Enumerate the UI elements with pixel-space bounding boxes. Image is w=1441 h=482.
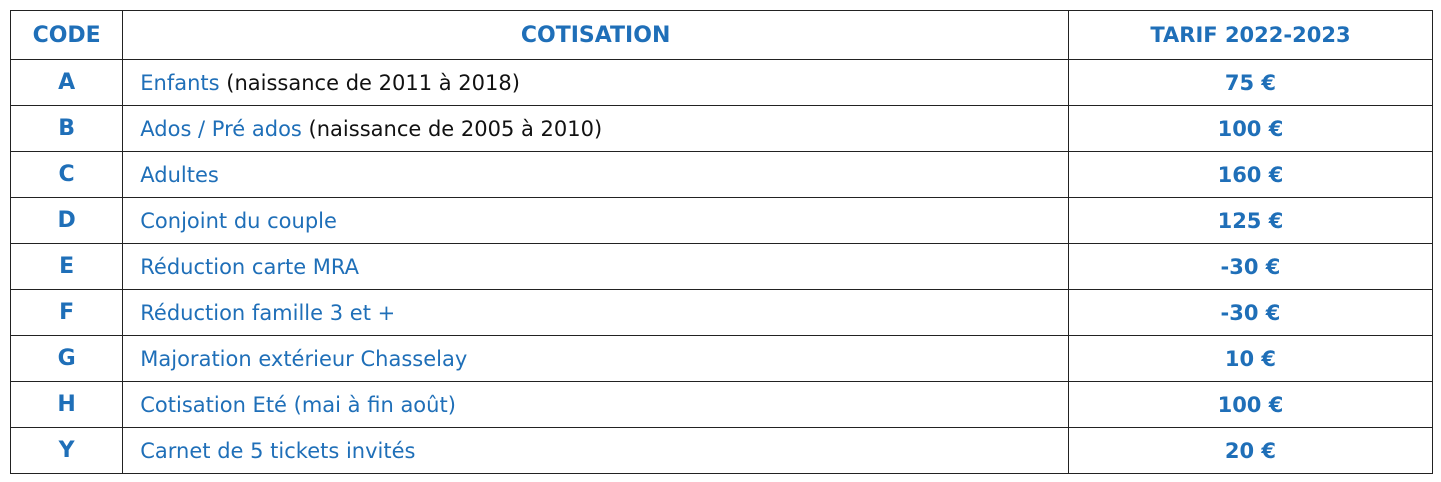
- cotisation-detail: (naissance de 2011 à 2018): [226, 70, 520, 95]
- row: E Réduction carte MRA -30 €: [9, 243, 1434, 290]
- row: A Enfants (naissance de 2011 à 2018) 75 €: [9, 59, 1434, 106]
- header-cell: CODE: [9, 10, 124, 60]
- cotisation-label: Cotisation Eté (mai à fin août): [140, 392, 456, 417]
- row: Y Carnet de 5 tickets invités 20 €: [9, 427, 1434, 474]
- tarif-cell: 10 €: [1067, 335, 1434, 382]
- code-cell: A: [9, 59, 124, 106]
- tarif-cell: 20 €: [1067, 427, 1434, 474]
- row: H Cotisation Eté (mai à fin août) 100 €: [9, 381, 1434, 428]
- cotisation-label: Majoration extérieur Chasselay: [140, 346, 468, 371]
- cotisation-cell: Ados / Pré ados (naissance de 2005 à 201…: [122, 105, 1069, 152]
- tarif-cell: -30 €: [1067, 289, 1434, 336]
- row: B Ados / Pré ados (naissance de 2005 à 20…: [9, 105, 1434, 152]
- row: G Majoration extérieur Chasselay 10 €: [9, 335, 1434, 382]
- tarif-cell: 125 €: [1067, 197, 1434, 244]
- code-cell: Y: [9, 427, 124, 474]
- row: C Adultes 160 €: [9, 151, 1434, 198]
- tarif-cell: 75 €: [1067, 59, 1434, 106]
- cotisation-label: Ados / Pré ados: [140, 116, 302, 141]
- tariff-table: CODE COTISATION TARIF 2022-2023 A Enfants…: [9, 10, 1434, 474]
- cotisation-cell: Cotisation Eté (mai à fin août): [122, 381, 1069, 428]
- cotisation-cell: Enfants (naissance de 2011 à 2018): [122, 59, 1069, 106]
- code-cell: E: [9, 243, 124, 290]
- tarif-cell: 160 €: [1067, 151, 1434, 198]
- cotisation-label: Réduction carte MRA: [140, 254, 360, 279]
- tarif-cell: 100 €: [1067, 381, 1434, 428]
- cotisation-label: Carnet de 5 tickets invités: [140, 438, 416, 463]
- cotisation-label: Enfants: [140, 70, 220, 95]
- row: D Conjoint du couple 125 €: [9, 197, 1434, 244]
- code-cell: C: [9, 151, 124, 198]
- code-cell: B: [9, 105, 124, 152]
- tarif-cell: -30 €: [1067, 243, 1434, 290]
- header-row: CODE COTISATION TARIF 2022-2023: [9, 10, 1434, 60]
- code-cell: F: [9, 289, 124, 336]
- row: F Réduction famille 3 et + -30 €: [9, 289, 1434, 336]
- cotisation-detail: (naissance de 2005 à 2010): [308, 116, 603, 141]
- cotisation-cell: Réduction famille 3 et +: [122, 289, 1069, 336]
- tarif-cell: 100 €: [1067, 105, 1434, 152]
- header-cell: TARIF 2022-2023: [1067, 10, 1434, 60]
- code-cell: D: [9, 197, 124, 244]
- table-body: A Enfants (naissance de 2011 à 2018) 75 € B…: [9, 59, 1434, 474]
- cotisation-label: Adultes: [140, 162, 219, 187]
- cotisation-cell: Carnet de 5 tickets invités: [122, 427, 1069, 474]
- code-cell: H: [9, 381, 124, 428]
- header-cell: COTISATION: [122, 10, 1069, 60]
- cotisation-cell: Adultes: [122, 151, 1069, 198]
- cotisation-cell: Majoration extérieur Chasselay: [122, 335, 1069, 382]
- cotisation-cell: Réduction carte MRA: [122, 243, 1069, 290]
- cotisation-cell: Conjoint du couple: [122, 197, 1069, 244]
- cotisation-label: Conjoint du couple: [140, 208, 337, 233]
- cotisation-label: Réduction famille 3 et +: [140, 300, 396, 325]
- code-cell: G: [9, 335, 124, 382]
